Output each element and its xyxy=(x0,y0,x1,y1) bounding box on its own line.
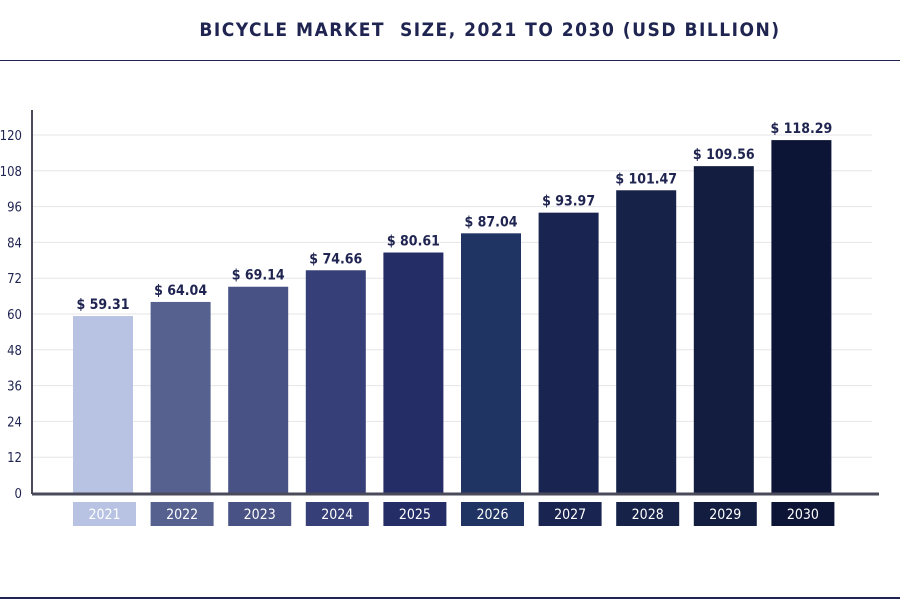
category-box-2025 xyxy=(383,502,447,526)
category-label-2021: 2021 xyxy=(88,507,120,523)
axes xyxy=(31,110,879,496)
value-label-2021: $ 59.31 xyxy=(77,297,130,313)
value-label-2030: $ 118.29 xyxy=(771,121,833,137)
y-tick-label: 84 xyxy=(7,236,22,251)
category-labels: 2021 2022 2023 2024 2025 2026 2027 2028 2029 2030 xyxy=(73,502,835,526)
bar-2029 xyxy=(693,166,754,493)
y-tick-label: 36 xyxy=(7,380,22,395)
category-label-2024: 2024 xyxy=(321,507,353,523)
bar-2027 xyxy=(538,212,599,493)
y-tick-label: 48 xyxy=(7,344,22,359)
y-tick-label: 24 xyxy=(7,415,22,430)
category-box-2021 xyxy=(73,502,136,526)
bar-2028 xyxy=(616,190,677,493)
bar-2030 xyxy=(771,140,832,493)
bars xyxy=(73,140,832,493)
category-label-2026: 2026 xyxy=(476,507,508,523)
y-tick-label: 60 xyxy=(7,308,22,323)
y-axis-ticks: 0 12 24 36 48 60 72 84 96 108 120 xyxy=(0,129,22,502)
value-label-2025: $ 80.61 xyxy=(387,234,440,250)
value-label-2024: $ 74.66 xyxy=(309,251,362,267)
value-labels: $ 59.31 $ 64.04 $ 69.14 $ 74.66 $ 80.61 $ 87.… xyxy=(77,121,833,313)
chart-header: BICYCLE MARKET SIZE, 2021 TO 2030 (USD B… xyxy=(0,0,900,61)
bar-2025 xyxy=(383,252,444,493)
category-label-2025: 2025 xyxy=(399,507,431,523)
value-label-2028: $ 101.47 xyxy=(615,171,677,187)
y-tick-label: 72 xyxy=(7,272,22,287)
category-box-2027 xyxy=(538,502,602,526)
y-tick-label: 96 xyxy=(7,201,22,216)
category-label-2028: 2028 xyxy=(632,507,664,523)
category-box-2023 xyxy=(228,502,292,526)
value-label-2023: $ 69.14 xyxy=(232,268,285,284)
bar-2026 xyxy=(461,233,521,493)
category-label-2030: 2030 xyxy=(787,507,819,523)
bar-2021 xyxy=(73,316,133,493)
category-label-2022: 2022 xyxy=(166,507,198,523)
category-box-2024 xyxy=(305,502,369,526)
category-box-2028 xyxy=(616,502,680,526)
value-label-2026: $ 87.04 xyxy=(465,214,518,230)
bar-2024 xyxy=(305,270,366,493)
y-tick-label: 120 xyxy=(0,129,22,144)
y-tick-label: 12 xyxy=(7,451,22,466)
footer-divider xyxy=(0,597,900,599)
category-box-2026 xyxy=(461,502,524,526)
y-tick-label: 108 xyxy=(0,165,22,180)
chart-title: BICYCLE MARKET SIZE, 2021 TO 2030 (USD B… xyxy=(199,19,781,41)
category-label-2027: 2027 xyxy=(554,507,586,523)
value-label-2029: $ 109.56 xyxy=(693,147,755,163)
value-label-2022: $ 64.04 xyxy=(154,283,207,299)
category-box-2022 xyxy=(150,502,214,526)
category-label-2029: 2029 xyxy=(709,507,741,523)
y-tick-label: 0 xyxy=(15,487,22,502)
category-box-2029 xyxy=(693,502,757,526)
category-box-2030 xyxy=(771,502,835,526)
bar-2023 xyxy=(228,286,289,493)
bar-2022 xyxy=(150,301,211,493)
value-label-2027: $ 93.97 xyxy=(542,194,595,210)
category-label-2023: 2023 xyxy=(244,507,276,523)
